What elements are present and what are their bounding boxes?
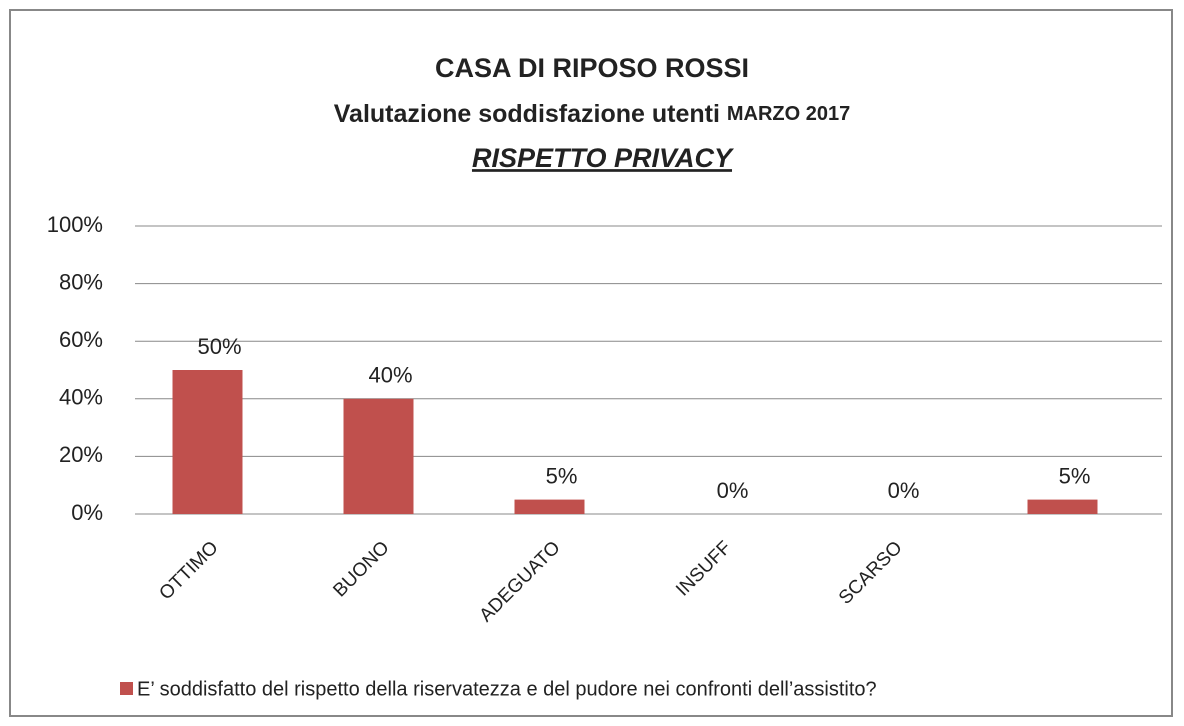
subtitle-text: Valutazione soddisfazione utenti <box>334 100 720 128</box>
legend-swatch <box>120 682 133 695</box>
y-tick-label: 0% <box>71 500 103 525</box>
chart-subtitle: Valutazione soddisfazione utenti MARZO 2… <box>334 100 851 128</box>
legend-label: E’ soddisfatto del rispetto della riserv… <box>137 678 877 700</box>
bar <box>1027 499 1098 514</box>
bar <box>343 398 414 514</box>
data-label: 0% <box>717 478 749 503</box>
y-tick-label: 40% <box>59 385 103 410</box>
chart-frame <box>9 9 1173 717</box>
data-label: 0% <box>888 478 920 503</box>
data-label: 5% <box>546 463 578 488</box>
y-tick-label: 100% <box>47 212 103 237</box>
y-tick-label: 60% <box>59 327 103 352</box>
data-label: 5% <box>1059 463 1091 488</box>
data-label: 50% <box>197 334 241 359</box>
chart-title: CASA DI RIPOSO ROSSI <box>435 53 749 83</box>
y-tick-label: 80% <box>59 269 103 294</box>
data-label: 40% <box>368 363 412 388</box>
subtitle-date: MARZO 2017 <box>727 103 850 125</box>
chart-heading: RISPETTO PRIVACY <box>472 143 735 173</box>
bar <box>514 499 585 514</box>
bar <box>172 370 243 514</box>
y-tick-label: 20% <box>59 442 103 467</box>
